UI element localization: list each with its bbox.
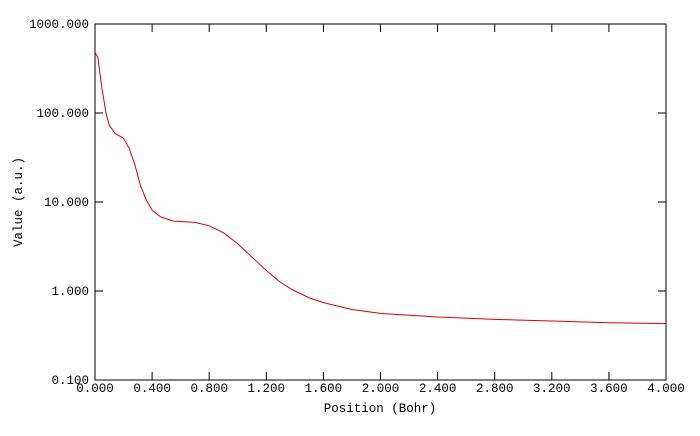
x-tick-label: 1.200 [248,382,286,396]
x-tick-label: 0.000 [76,382,114,396]
y-axis-label: Value (a.u.) [12,157,26,247]
x-tick-label: 3.600 [590,382,628,396]
x-tick-label: 1.600 [305,382,343,396]
x-tick-label: 2.800 [476,382,514,396]
y-tick-label: 0.100 [51,374,89,388]
y-tick-label: 1.000 [51,285,89,299]
x-tick-label: 0.800 [190,382,228,396]
x-tick-label: 3.200 [533,382,571,396]
x-axis-label: Position (Bohr) [324,402,437,416]
y-tick-label: 10.000 [44,196,89,210]
x-tick-label: 4.000 [647,382,685,396]
x-tick-label: 2.400 [419,382,457,396]
y-tick-label: 1000.000 [29,18,89,32]
plot-frame [94,23,667,381]
x-tick-label: 0.400 [133,382,171,396]
x-tick-label: 2.000 [362,382,400,396]
data-line [94,52,667,325]
y-tick-label: 100.000 [36,107,89,121]
